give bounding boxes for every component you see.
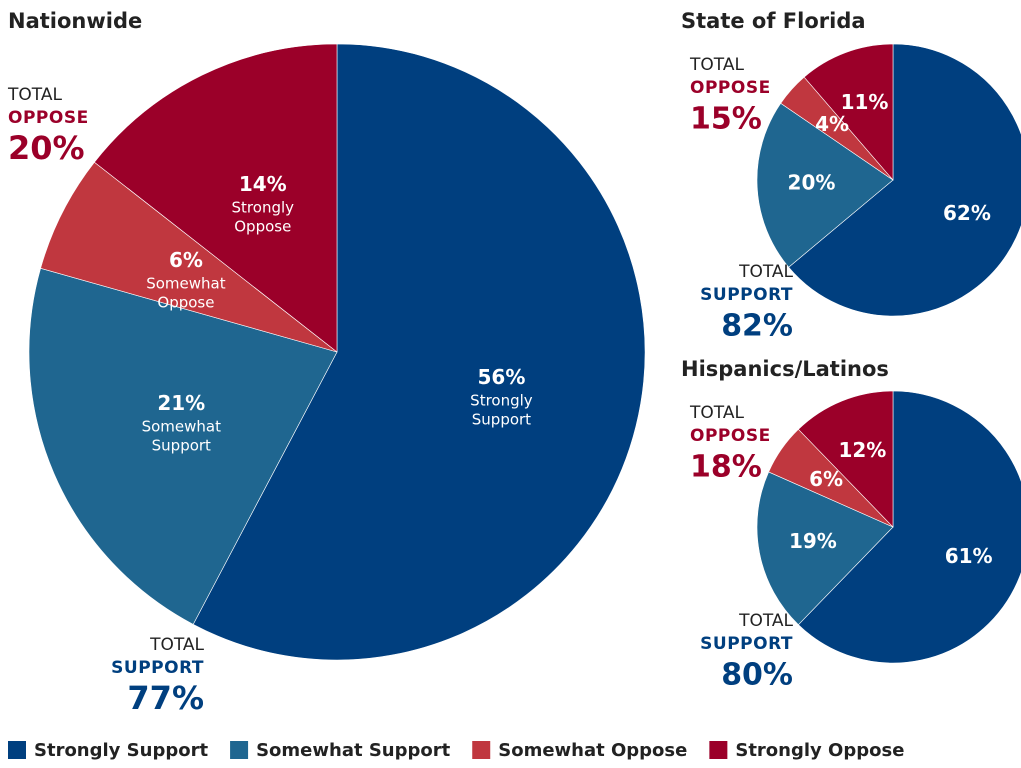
annotation-title: TOTAL [149, 635, 204, 655]
pie-slice [28, 267, 338, 625]
data-label: 4% [815, 112, 849, 136]
pie-slice [192, 43, 646, 661]
legend-swatch [8, 741, 26, 759]
annotation-title: TOTAL [689, 403, 744, 423]
annotation-title: TOTAL [7, 85, 62, 105]
pie-slice [803, 43, 894, 181]
data-label: 56% [477, 365, 525, 389]
legend-label: Strongly Oppose [735, 740, 904, 761]
legend-label: Somewhat Oppose [498, 740, 687, 761]
annotation-total: 20% [8, 129, 85, 167]
pie-slice [756, 102, 894, 268]
annotation-total: 77% [127, 679, 204, 717]
data-label: 12% [838, 438, 886, 462]
pie-slice [788, 43, 1021, 317]
slice-label: Somewhat Oppose [146, 274, 226, 311]
annotation-name: SUPPORT [700, 285, 793, 305]
pie-slice [797, 390, 894, 528]
annotation-name: SUPPORT [111, 658, 204, 678]
annotation-total: 82% [721, 309, 793, 344]
slice-label: Strongly Support [470, 391, 533, 428]
annotation-name: OPPOSE [8, 108, 89, 128]
pie-slice [756, 471, 894, 626]
legend-swatch [709, 741, 728, 759]
legend-swatch [230, 741, 249, 759]
chart-title: Hispanics/Latinos [681, 357, 889, 381]
annotation-total: 80% [721, 658, 793, 693]
data-label: 62% [943, 201, 991, 225]
chart-title: Nationwide [8, 9, 142, 33]
annotation-total: 18% [690, 450, 762, 485]
data-label: 14% [239, 172, 287, 196]
legend-swatch [472, 741, 491, 759]
annotation-name: SUPPORT [700, 634, 793, 654]
annotation-title: TOTAL [689, 55, 744, 75]
legend-label: Strongly Support [34, 740, 208, 761]
data-label: 21% [157, 391, 205, 415]
slice-label: Strongly Oppose [232, 198, 295, 235]
data-label: 6% [169, 248, 203, 272]
data-label: 61% [945, 544, 993, 568]
slice-label: Somewhat Support [142, 417, 222, 454]
pie-slice [94, 43, 338, 353]
data-label: 20% [788, 170, 836, 194]
data-label: 19% [789, 529, 837, 553]
pie-slice [797, 390, 1021, 664]
annotation-name: OPPOSE [690, 78, 771, 98]
annotation-title: TOTAL [738, 262, 793, 282]
pie-slice [40, 161, 338, 353]
chart-title: State of Florida [681, 9, 866, 33]
annotation-total: 15% [690, 102, 762, 137]
data-label: 6% [809, 467, 843, 491]
legend-label: Somewhat Support [256, 740, 451, 761]
data-label: 11% [841, 90, 889, 114]
annotation-title: TOTAL [738, 611, 793, 631]
annotation-name: OPPOSE [690, 426, 771, 446]
